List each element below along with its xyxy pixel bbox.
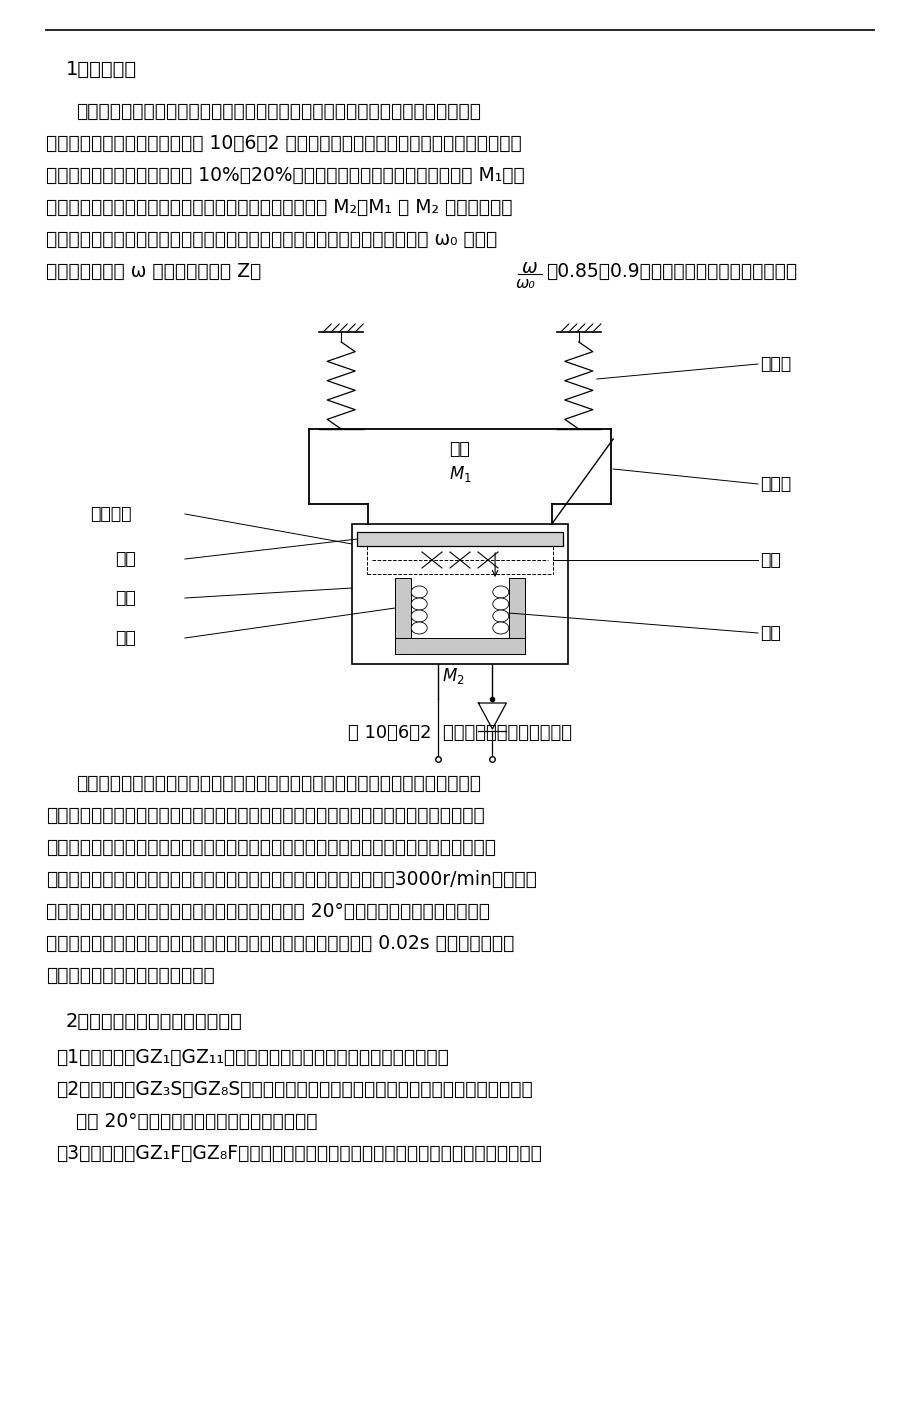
Text: $M_1$: $M_1$ bbox=[448, 463, 471, 483]
Text: 振动。由于槽体的底平面与振动器的激振力作用线成 20°夹角，槽中物料受激振力和重: 振动。由于槽体的底平面与振动器的激振力作用线成 20°夹角，槽中物料受激振力和重 bbox=[46, 903, 490, 921]
Text: 2．电磁振动给料机的类型及用途: 2．电磁振动给料机的类型及用途 bbox=[66, 1012, 243, 1031]
Ellipse shape bbox=[411, 610, 426, 622]
Text: 1．工作原理: 1．工作原理 bbox=[66, 60, 137, 78]
Text: ＝0.85～0.9，机器接近于共振状态下工作。: ＝0.85～0.9，机器接近于共振状态下工作。 bbox=[545, 262, 796, 281]
Text: （3）封闭型（GZ₁F～GZ₈F），适用于易碎颗粒、粉尘较大和有一定挥发性物料的场所。: （3）封闭型（GZ₁F～GZ₈F），适用于易碎颗粒、粉尘较大和有一定挥发性物料的… bbox=[56, 1144, 541, 1164]
Text: $M_2$: $M_2$ bbox=[442, 666, 464, 686]
Text: ω: ω bbox=[521, 258, 538, 277]
Ellipse shape bbox=[493, 610, 508, 622]
Text: 匀连续向前移动，达到给料目的。: 匀连续向前移动，达到给料目的。 bbox=[46, 965, 214, 985]
Text: 联接叉: 联接叉 bbox=[759, 475, 790, 493]
Bar bbox=[352, 523, 567, 665]
Ellipse shape bbox=[493, 597, 508, 610]
Text: 铁心: 铁心 bbox=[115, 629, 136, 647]
Bar bbox=[395, 637, 524, 655]
Text: 衔铁: 衔铁 bbox=[115, 550, 136, 568]
Text: 气隙: 气隙 bbox=[759, 550, 780, 569]
Text: 线圈: 线圈 bbox=[759, 625, 780, 642]
Bar bbox=[357, 532, 562, 546]
Text: 电磁振动给料机是一个双质量定向强迫振动的弹性系统，电磁振动器和给料机槽体: 电磁振动给料机是一个双质量定向强迫振动的弹性系统，电磁振动器和给料机槽体 bbox=[76, 103, 481, 121]
Text: 槽体: 槽体 bbox=[449, 441, 470, 458]
Bar bbox=[508, 578, 524, 655]
Ellipse shape bbox=[493, 622, 508, 635]
Text: 图 10－6－2  电磁振动给料机工作原理图: 图 10－6－2 电磁振动给料机工作原理图 bbox=[347, 724, 572, 742]
Bar bbox=[395, 578, 411, 655]
Text: 弹簧变形，储存一定的势能；在负半周，电磁力消失，板弹簧组释放能量，衔铁和铁心向相: 弹簧变形，储存一定的势能；在负半周，电磁力消失，板弹簧组释放能量，衔铁和铁心向相 bbox=[46, 838, 495, 857]
Text: 性地联系在一起，构成双质体振动系统。根据谐振原理，将给料机的自振频率 ω₀ 调谐到: 性地联系在一起，构成双质体振动系统。根据谐振原理，将给料机的自振频率 ω₀ 调谐… bbox=[46, 230, 496, 250]
Ellipse shape bbox=[493, 586, 508, 597]
Text: 电磁线圈是由单相交流电经可控硅半波整流后供电的。当线路接通后，正半周内有: 电磁线圈是由单相交流电经可控硅半波整流后供电的。当线路接通后，正半周内有 bbox=[76, 774, 481, 793]
Text: 壳体: 壳体 bbox=[115, 589, 136, 607]
Text: 组折算质量的一半，和料槽中 10%～20%的物料作为当前质量，共同组成质量 M₁；壳: 组折算质量的一半，和料槽中 10%～20%的物料作为当前质量，共同组成质量 M₁… bbox=[46, 165, 524, 185]
Text: （2）上振型（GZ₃S～GZ₈S）结构形式为上振式，电磁振动器安装在给料槽上方，与料: （2）上振型（GZ₃S～GZ₈S）结构形式为上振式，电磁振动器安装在给料槽上方，… bbox=[56, 1079, 532, 1099]
Ellipse shape bbox=[411, 586, 426, 597]
Text: （1）基本型（GZ₁～GZ₁₁）结构形式为下振式，用于一般情况下给料。: （1）基本型（GZ₁～GZ₁₁）结构形式为下振式，用于一般情况下给料。 bbox=[56, 1048, 448, 1067]
Text: 与电磁激振频率 ω 接近，使其比值 Z＝: 与电磁激振频率 ω 接近，使其比值 Z＝ bbox=[46, 262, 261, 281]
Text: 反方向运动，槽体向前运行。这样，给料机的槽体以交流电源的频率（3000r/min）做往复: 反方向运动，槽体向前运行。这样，给料机的槽体以交流电源的频率（3000r/min… bbox=[46, 870, 537, 888]
Ellipse shape bbox=[411, 622, 426, 635]
Text: 板弹簧组: 板弹簧组 bbox=[90, 505, 131, 523]
Text: 槽成 20°夹角，适合于特殊空间情况下使用。: 槽成 20°夹角，适合于特殊空间情况下使用。 bbox=[76, 1112, 317, 1131]
Text: 半波电压加在线圈上，在铁心和衔铁之间产生脉冲电磁力互相吸引，槽体即向后运动，板: 半波电压加在线圈上，在铁心和衔铁之间产生脉冲电磁力互相吸引，槽体即向后运动，板 bbox=[46, 806, 484, 826]
Text: 减振器: 减振器 bbox=[759, 355, 790, 374]
Text: ω₀: ω₀ bbox=[516, 277, 535, 291]
Text: 共同组成双质量振动系统，如图 10－6－2 所示。其中给料机槽体、衔铁、联接叉、板弹簧: 共同组成双质量振动系统，如图 10－6－2 所示。其中给料机槽体、衔铁、联接叉、… bbox=[46, 134, 521, 153]
Ellipse shape bbox=[411, 597, 426, 610]
Text: 体、铁心、线圈和板弹簧组折算质量的一半共同组成质量 M₂。M₁ 和 M₂ 由板弹簧组弹: 体、铁心、线圈和板弹簧组折算质量的一半共同组成质量 M₂。M₁ 和 M₂ 由板弹… bbox=[46, 198, 512, 217]
Text: 力的共同作用，按抛物线的轨迹向前进行跳跃运动，抛起和落下在 0.02s 内完成。物料均: 力的共同作用，按抛物线的轨迹向前进行跳跃运动，抛起和落下在 0.02s 内完成。… bbox=[46, 934, 514, 953]
